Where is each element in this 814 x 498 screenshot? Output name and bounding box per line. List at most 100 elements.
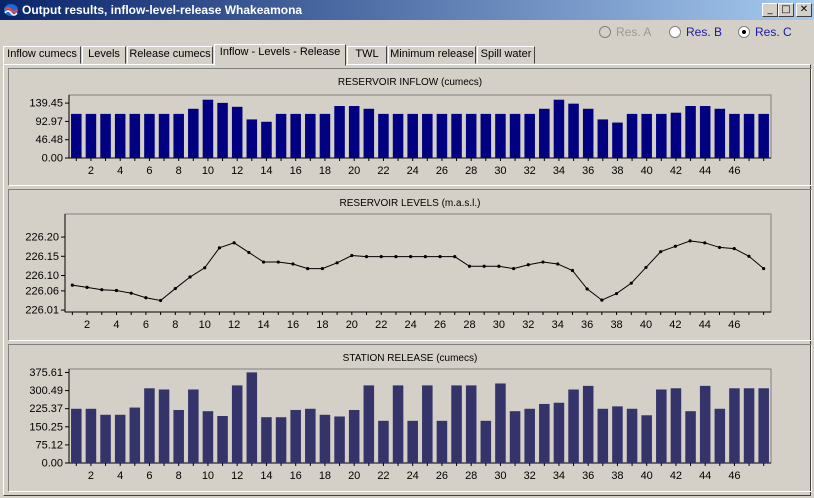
- y-tick-label: 226.01: [25, 305, 59, 317]
- x-tick-label: 4: [117, 165, 123, 177]
- bar: [568, 389, 579, 463]
- y-tick-label: 150.25: [29, 421, 63, 433]
- bar: [495, 383, 506, 463]
- bar: [275, 113, 287, 158]
- x-tick-label: 12: [228, 319, 240, 331]
- title-bar: Output results, inflow-level-release Wha…: [0, 0, 814, 20]
- bar: [363, 385, 375, 463]
- bar: [290, 113, 301, 158]
- x-tick-label: 24: [407, 470, 419, 482]
- data-point: [364, 255, 369, 259]
- close-button[interactable]: ✕: [796, 3, 812, 17]
- y-tick-label: 226.15: [25, 251, 59, 263]
- bar: [114, 113, 126, 158]
- x-tick-label: 24: [407, 165, 419, 177]
- bar: [699, 106, 711, 158]
- bar: [626, 408, 638, 463]
- tab-spill-water[interactable]: Spill water: [477, 46, 535, 64]
- bar: [685, 106, 696, 158]
- x-tick-label: 36: [581, 319, 593, 331]
- maximize-button[interactable]: □: [778, 3, 794, 17]
- bar: [641, 113, 652, 158]
- bar: [436, 113, 448, 158]
- bar: [217, 102, 228, 158]
- data-point: [70, 283, 74, 287]
- data-point: [394, 255, 398, 259]
- bar: [758, 388, 769, 463]
- x-tick-label: 16: [290, 470, 302, 482]
- tab-levels[interactable]: Levels: [82, 46, 126, 64]
- tab-minimum-release[interactable]: Minimum release: [388, 46, 476, 64]
- bar: [714, 108, 726, 158]
- y-tick-label: 92.97: [35, 116, 63, 128]
- x-tick-label: 20: [346, 319, 358, 331]
- data-point: [261, 260, 266, 264]
- bar: [729, 388, 740, 463]
- tab-inflow-levels-release[interactable]: Inflow - Levels - Release: [214, 44, 346, 66]
- data-point: [747, 254, 751, 258]
- x-tick-label: 34: [552, 319, 564, 331]
- data-point: [217, 246, 222, 250]
- x-tick-label: 20: [348, 165, 360, 177]
- bar: [597, 408, 609, 463]
- data-point: [159, 298, 163, 303]
- x-tick-label: 32: [522, 319, 534, 331]
- bar: [495, 113, 506, 158]
- x-tick-label: 30: [494, 470, 506, 482]
- bar: [743, 113, 755, 158]
- data-point: [703, 241, 707, 245]
- bar: [480, 420, 492, 463]
- tab-inflow-cumecs[interactable]: Inflow cumecs: [3, 46, 81, 64]
- bar: [114, 414, 126, 463]
- bar: [261, 417, 272, 463]
- x-tick-label: 6: [146, 470, 152, 482]
- bar: [656, 113, 667, 158]
- data-point: [526, 263, 530, 267]
- x-tick-label: 42: [669, 319, 681, 331]
- data-point: [453, 255, 457, 259]
- bar: [539, 108, 550, 158]
- bar: [71, 408, 82, 463]
- x-tick-label: 2: [84, 319, 90, 331]
- x-tick-label: 40: [641, 470, 653, 482]
- chart-title: RESERVOIR LEVELS (m.a.s.l.): [339, 198, 481, 209]
- x-tick-label: 44: [699, 165, 711, 177]
- x-tick-label: 42: [670, 165, 682, 177]
- bar: [334, 106, 345, 158]
- data-point: [717, 245, 722, 250]
- data-point: [614, 291, 619, 296]
- data-point: [276, 260, 280, 264]
- y-tick-label: 46.48: [35, 134, 63, 146]
- data-point: [644, 265, 648, 270]
- tab-release-cumecs[interactable]: Release cumecs: [127, 46, 213, 64]
- x-tick-label: 18: [319, 165, 331, 177]
- bar: [202, 411, 214, 463]
- bar: [626, 113, 638, 158]
- x-tick-label: 38: [611, 165, 623, 177]
- data-point: [482, 264, 486, 268]
- bar: [217, 416, 228, 463]
- data-point: [203, 266, 207, 270]
- bar: [71, 113, 82, 158]
- y-tick-label: 226.10: [25, 270, 59, 282]
- bar: [100, 113, 111, 158]
- bar: [231, 385, 243, 463]
- bar: [729, 113, 740, 158]
- minimize-icon: _: [767, 4, 773, 15]
- x-tick-label: 32: [524, 165, 536, 177]
- bar: [422, 385, 433, 463]
- bar: [348, 106, 360, 158]
- maximize-icon: □: [781, 4, 791, 15]
- bar: [129, 113, 141, 158]
- data-point: [688, 239, 692, 243]
- x-tick-label: 32: [524, 470, 536, 482]
- data-point: [291, 262, 295, 266]
- bar: [319, 414, 331, 463]
- data-point: [732, 246, 736, 251]
- tab-twl[interactable]: TWL: [347, 46, 387, 64]
- bar: [231, 106, 243, 158]
- x-tick-label: 8: [176, 470, 182, 482]
- bar: [290, 409, 301, 463]
- minimize-button[interactable]: _: [762, 3, 778, 17]
- bar: [699, 385, 711, 463]
